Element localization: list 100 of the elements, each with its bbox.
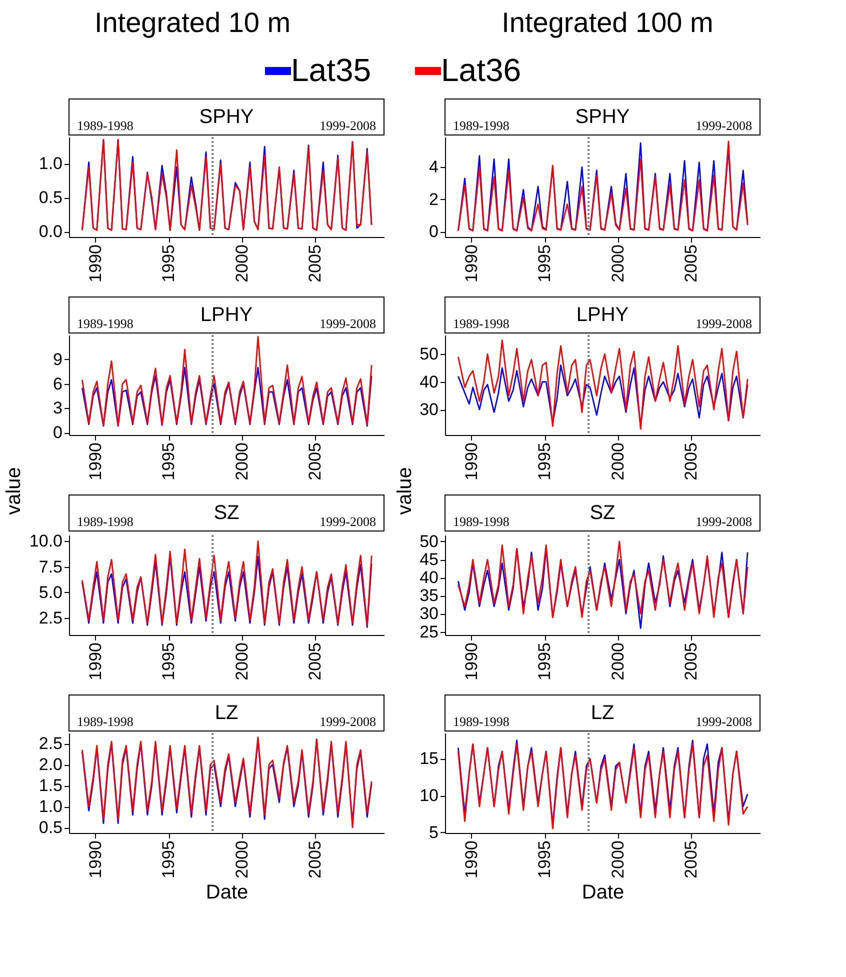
y-axis-title: value (394, 467, 416, 515)
x-tick-label: 1990 (86, 642, 105, 680)
y-tick-label: 0.5 (38, 818, 62, 838)
text: 1989-1998 (453, 316, 510, 331)
line-series (81, 336, 372, 426)
x-tick-label: 1990 (86, 840, 105, 878)
legend-label: Lat35 (291, 52, 372, 88)
y-axis-title: value (3, 467, 25, 515)
y-tick-label: 1.0 (38, 154, 62, 174)
line-series (457, 548, 748, 629)
chart-title: LPHY (200, 304, 253, 326)
text: 1989-1998 (77, 514, 134, 529)
y-tick-label: 1.5 (38, 776, 62, 796)
x-tick-label: 2000 (232, 642, 252, 680)
x-tick-label: 2000 (608, 442, 628, 480)
x-tick-label: 1995 (159, 244, 178, 282)
x-tick-label: 1995 (535, 442, 554, 480)
text: 1989-1998 (453, 514, 510, 529)
chart-title: SZ (590, 502, 616, 524)
y-tick-label: 1.0 (38, 797, 62, 816)
chart-title: LZ (214, 702, 238, 724)
chart-subtitle: Integrated 100 m (502, 7, 714, 38)
x-tick-label: 1990 (462, 442, 481, 480)
y-tick-label: 30 (420, 604, 438, 624)
x-tick-label: 2000 (232, 840, 252, 878)
y-tick-label: 2.0 (38, 755, 62, 774)
y-tick-label: 10.0 (29, 532, 62, 551)
text: 1989-1998 (453, 118, 510, 133)
line-series (81, 366, 372, 427)
x-tick-label: 2005 (682, 244, 701, 282)
line-series (81, 540, 372, 626)
line-series (457, 540, 748, 618)
y-tick-label: 5.0 (38, 582, 62, 602)
y-tick-label: 15 (420, 749, 438, 768)
legend-label: Lat36 (441, 52, 522, 88)
x-tick-label: 2005 (682, 442, 701, 480)
y-tick-label: 0.0 (38, 222, 62, 242)
y-tick-label: 0 (53, 423, 62, 442)
x-tick-label: 1990 (462, 244, 481, 282)
y-tick-label: 10 (420, 786, 438, 805)
text: 1989-1998 (77, 714, 134, 729)
x-axis-title: Date (206, 881, 248, 904)
x-tick-label: 2005 (682, 642, 701, 680)
x-tick-label: 1995 (535, 244, 554, 282)
x-tick-label: 2005 (306, 244, 325, 282)
text: 1999-2008 (696, 514, 752, 529)
x-tick-label: 1995 (159, 642, 178, 680)
y-tick-label: 7.5 (38, 557, 62, 576)
x-tick-label: 1990 (86, 244, 105, 282)
chart-title: LPHY (576, 304, 629, 326)
y-tick-label: 45 (420, 550, 438, 570)
y-tick-label: 3 (53, 398, 62, 418)
text: 1999-2008 (320, 714, 376, 729)
text: 1999-2008 (320, 118, 376, 133)
x-tick-label: 2000 (608, 244, 628, 282)
chart-subtitle: Integrated 10 m (94, 7, 291, 38)
y-tick-label: 2 (429, 190, 438, 209)
y-tick-label: 9 (53, 350, 62, 369)
text: 1989-1998 (77, 316, 134, 331)
line-series (81, 556, 372, 628)
y-tick-label: 5 (429, 822, 438, 842)
x-tick-label: 2005 (682, 840, 701, 878)
y-tick-label: 2.5 (38, 734, 62, 754)
x-tick-label: 2005 (306, 442, 325, 480)
text: 1999-2008 (696, 714, 752, 729)
line-series (457, 340, 748, 430)
y-tick-label: 0.5 (38, 188, 62, 208)
line-series (81, 139, 372, 231)
x-tick-label: 1995 (159, 840, 178, 878)
y-tick-label: 25 (420, 622, 438, 642)
x-tick-label: 1990 (462, 840, 481, 878)
y-tick-label: 35 (420, 586, 438, 606)
x-tick-label: 1990 (462, 642, 481, 680)
y-tick-label: 2.5 (38, 608, 62, 628)
x-axis-title: Date (582, 881, 624, 904)
x-tick-label: 1990 (86, 442, 105, 480)
x-tick-label: 2000 (608, 642, 628, 680)
y-tick-label: 40 (420, 568, 438, 588)
chart-title: SPHY (199, 106, 254, 128)
chart-title: LZ (590, 702, 614, 724)
y-tick-label: 0 (429, 222, 438, 242)
text: 1999-2008 (696, 118, 752, 133)
y-tick-label: 50 (420, 344, 438, 364)
text: 1999-2008 (320, 316, 376, 331)
y-tick-label: 30 (420, 400, 438, 420)
x-tick-label: 2000 (232, 244, 252, 282)
x-tick-label: 1995 (159, 442, 178, 480)
chart-title: SPHY (575, 106, 630, 128)
x-tick-label: 2005 (306, 840, 325, 878)
text: 1989-1998 (77, 118, 134, 133)
text: 1999-2008 (696, 316, 752, 331)
y-tick-label: 50 (420, 532, 438, 551)
x-tick-label: 2000 (608, 840, 628, 878)
y-tick-label: 4 (429, 158, 438, 177)
text: 1989-1998 (453, 714, 510, 729)
x-tick-label: 1995 (535, 840, 554, 878)
chart-title: SZ (214, 502, 240, 524)
text: 1999-2008 (320, 514, 376, 529)
y-tick-label: 6 (53, 374, 62, 394)
x-tick-label: 2000 (232, 442, 252, 480)
